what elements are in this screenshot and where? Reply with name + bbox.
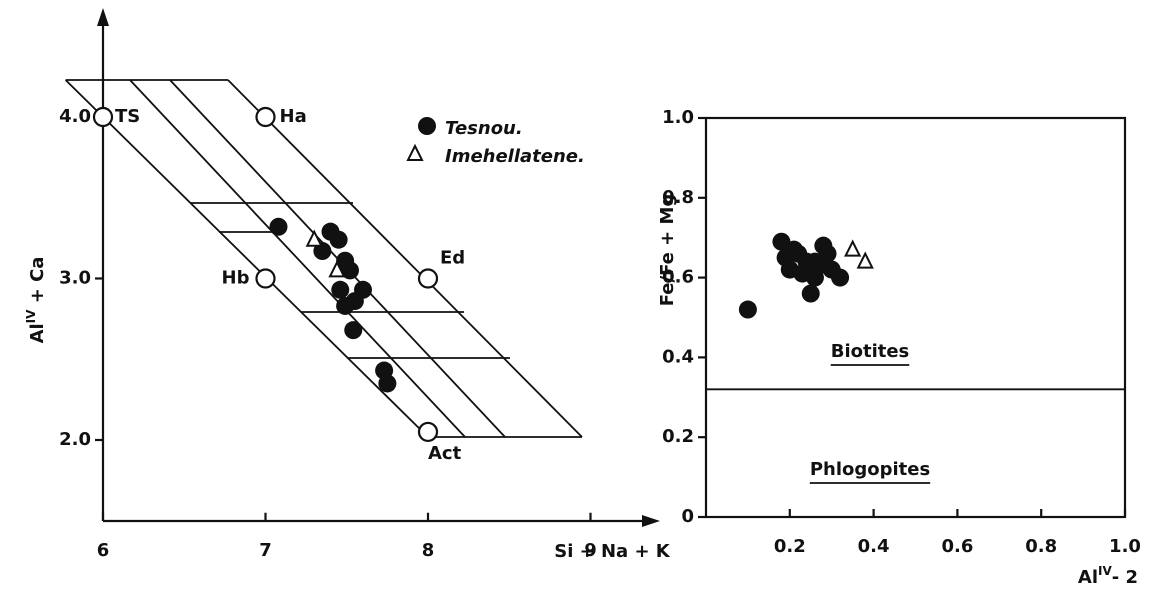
triangle-point — [305, 229, 323, 247]
x-tick-label: 0.2 — [774, 536, 806, 557]
triangle-point — [328, 260, 346, 278]
classification-field — [64, 79, 583, 438]
legend-label: Tesnou. — [445, 118, 523, 139]
x-axis-label-sup: IV — [1098, 564, 1112, 578]
x-tick-label: 1.0 — [1109, 536, 1141, 557]
triangle-point — [856, 251, 874, 269]
x-tick-label: 7 — [259, 540, 272, 561]
end-member-label: Hb — [222, 267, 250, 288]
x-tick-label: 6 — [97, 540, 110, 561]
legend-marker — [418, 117, 436, 135]
triangle-point — [844, 239, 862, 257]
end-member — [255, 106, 276, 128]
y-tick-label: 3.0 — [59, 267, 91, 288]
end-member — [417, 268, 439, 289]
end-member — [92, 106, 114, 128]
end-member-label: TS — [115, 106, 140, 127]
point — [336, 296, 355, 315]
legend-label: Imehellatene. — [445, 146, 585, 167]
annotation: Phlogopites — [810, 459, 930, 480]
y-axis-label: AlIV + Ca — [24, 257, 49, 344]
x-axis-label: AlIV- 2 — [1078, 564, 1138, 589]
point — [738, 300, 757, 319]
y-tick-label: 1.0 — [662, 107, 694, 128]
x-tick-label: 0.8 — [1025, 536, 1057, 557]
point — [784, 240, 803, 259]
end-member — [417, 421, 439, 443]
y-tick-label: 0 — [681, 506, 694, 527]
y-tick-label: 2.0 — [59, 429, 91, 450]
point — [805, 252, 824, 271]
x-axis-label: Si + Na + K — [554, 541, 671, 562]
point — [801, 284, 820, 303]
x-tick-label: 8 — [422, 540, 435, 561]
y-axis-label-base: Al — [27, 323, 48, 343]
y-axis-arrow — [97, 8, 109, 26]
point — [331, 280, 350, 299]
point — [831, 268, 850, 287]
end-member-label: Ed — [440, 247, 465, 268]
point — [344, 321, 363, 340]
annotation: Biotites — [831, 341, 910, 362]
y-axis-label-rest: + Ca — [27, 257, 48, 310]
x-tick-label: 9 — [584, 540, 597, 561]
y-tick-label: 0.2 — [662, 426, 694, 447]
y-tick-label: 0.4 — [662, 346, 694, 367]
legend-marker — [406, 143, 424, 161]
x-tick-label: 0.6 — [941, 536, 973, 557]
point — [793, 264, 812, 283]
y-axis-label: Fe/Fe + Mg — [657, 194, 678, 307]
point — [378, 374, 397, 393]
point — [329, 230, 348, 249]
x-tick-label: 0.4 — [858, 536, 890, 557]
y-tick-label: 0.8 — [662, 187, 694, 208]
x-axis-label-rest: - 2 — [1112, 567, 1138, 588]
x-axis-arrow — [642, 515, 660, 527]
point — [269, 217, 288, 236]
end-member — [255, 268, 276, 289]
end-member-label: Act — [428, 443, 462, 464]
y-axis-label-sup: IV — [24, 309, 38, 323]
x-axis-label-base: Al — [1078, 567, 1098, 588]
point — [341, 261, 359, 280]
point — [354, 280, 372, 299]
end-member-label: Ha — [280, 106, 307, 127]
y-tick-label: 0.6 — [662, 267, 694, 288]
plot-frame — [704, 116, 1127, 519]
y-tick-label: 4.0 — [59, 106, 91, 127]
